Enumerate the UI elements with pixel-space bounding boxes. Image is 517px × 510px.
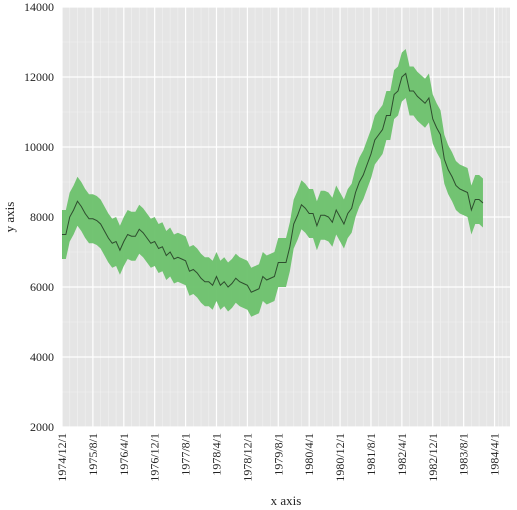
x-tick-labels: 1974/12/1 1975/8/1 1976/4/1 1976/12/1 1977/8… [55,433,502,482]
y-tick-label: 6000 [30,280,54,294]
x-tick-label: 1974/12/1 [55,433,69,482]
confidence-band-layer [62,49,483,317]
x-tick-label: 1978/4/1 [209,433,223,476]
y-axis-title: y axis [2,202,17,233]
y-tick-label: 14000 [24,0,54,14]
x-tick-label: 1980/12/1 [333,433,347,482]
y-tick-labels: 2000 4000 6000 8000 10000 12000 14000 [24,0,54,434]
series-line [62,72,484,293]
x-tick-label: 1975/8/1 [86,433,100,476]
x-tick-label: 1976/12/1 [148,433,162,482]
major-grid [61,6,510,428]
x-tick-label: 1977/8/1 [179,433,193,476]
x-tick-label: 1984/4/1 [488,433,502,476]
y-tick-label: 10000 [24,140,54,154]
x-tick-label: 1982/12/1 [426,433,440,482]
confidence-band [62,49,483,317]
y-tick-label: 12000 [24,70,54,84]
x-tick-label: 1981/8/1 [364,433,378,476]
x-tick-label: 1978/12/1 [240,433,254,482]
x-tick-label: 1983/8/1 [457,433,471,476]
x-tick-label: 1980/4/1 [302,433,316,476]
x-tick-label: 1976/4/1 [117,433,131,476]
x-tick-label: 1979/8/1 [271,433,285,476]
y-tick-label: 8000 [30,210,54,224]
y-tick-label: 2000 [30,420,54,434]
series-line-layer [62,72,484,293]
x-axis-title: x axis [271,493,302,508]
x-tick-label: 1982/4/1 [395,433,409,476]
y-tick-label: 4000 [30,350,54,364]
